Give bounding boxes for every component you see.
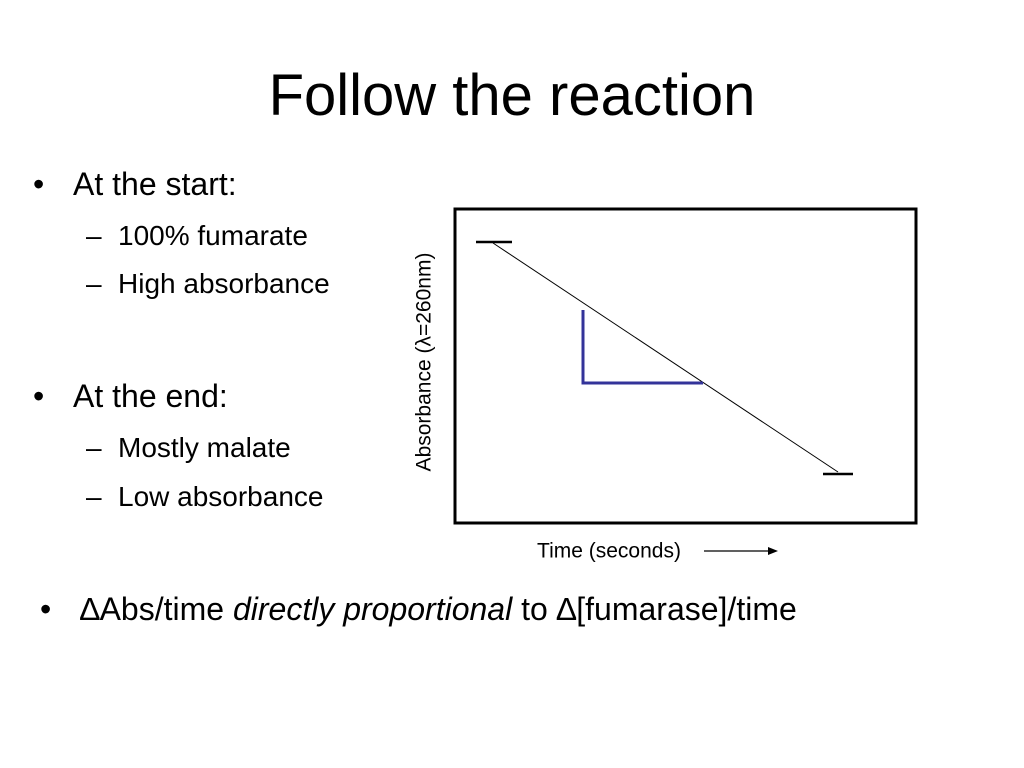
x-axis-label: Time (seconds) [537,540,681,563]
bullet: At the start: [33,166,237,203]
sub-bullet: Mostly malate [86,432,291,464]
text: ∆[fumarase]/time [556,591,797,627]
text: to [521,591,548,627]
emphasis: directly proportional [232,591,513,627]
slope-triangle [581,310,703,385]
bullet: At the end: [33,378,228,415]
sub-bullet: High absorbance [86,268,330,300]
slide-title: Follow the reaction [268,63,756,128]
text: ∆Abs/time [80,591,225,627]
y-axis-label: Absorbance (λ=260nm) [413,253,436,472]
arrow-head [768,547,778,555]
frame [453,207,918,525]
bullet: ∆Abs/time directly proportional to ∆[fum… [40,591,797,628]
sub-bullet: 100% fumarate [86,220,308,252]
trend-line [492,242,839,473]
sub-bullet: Low absorbance [86,481,324,513]
